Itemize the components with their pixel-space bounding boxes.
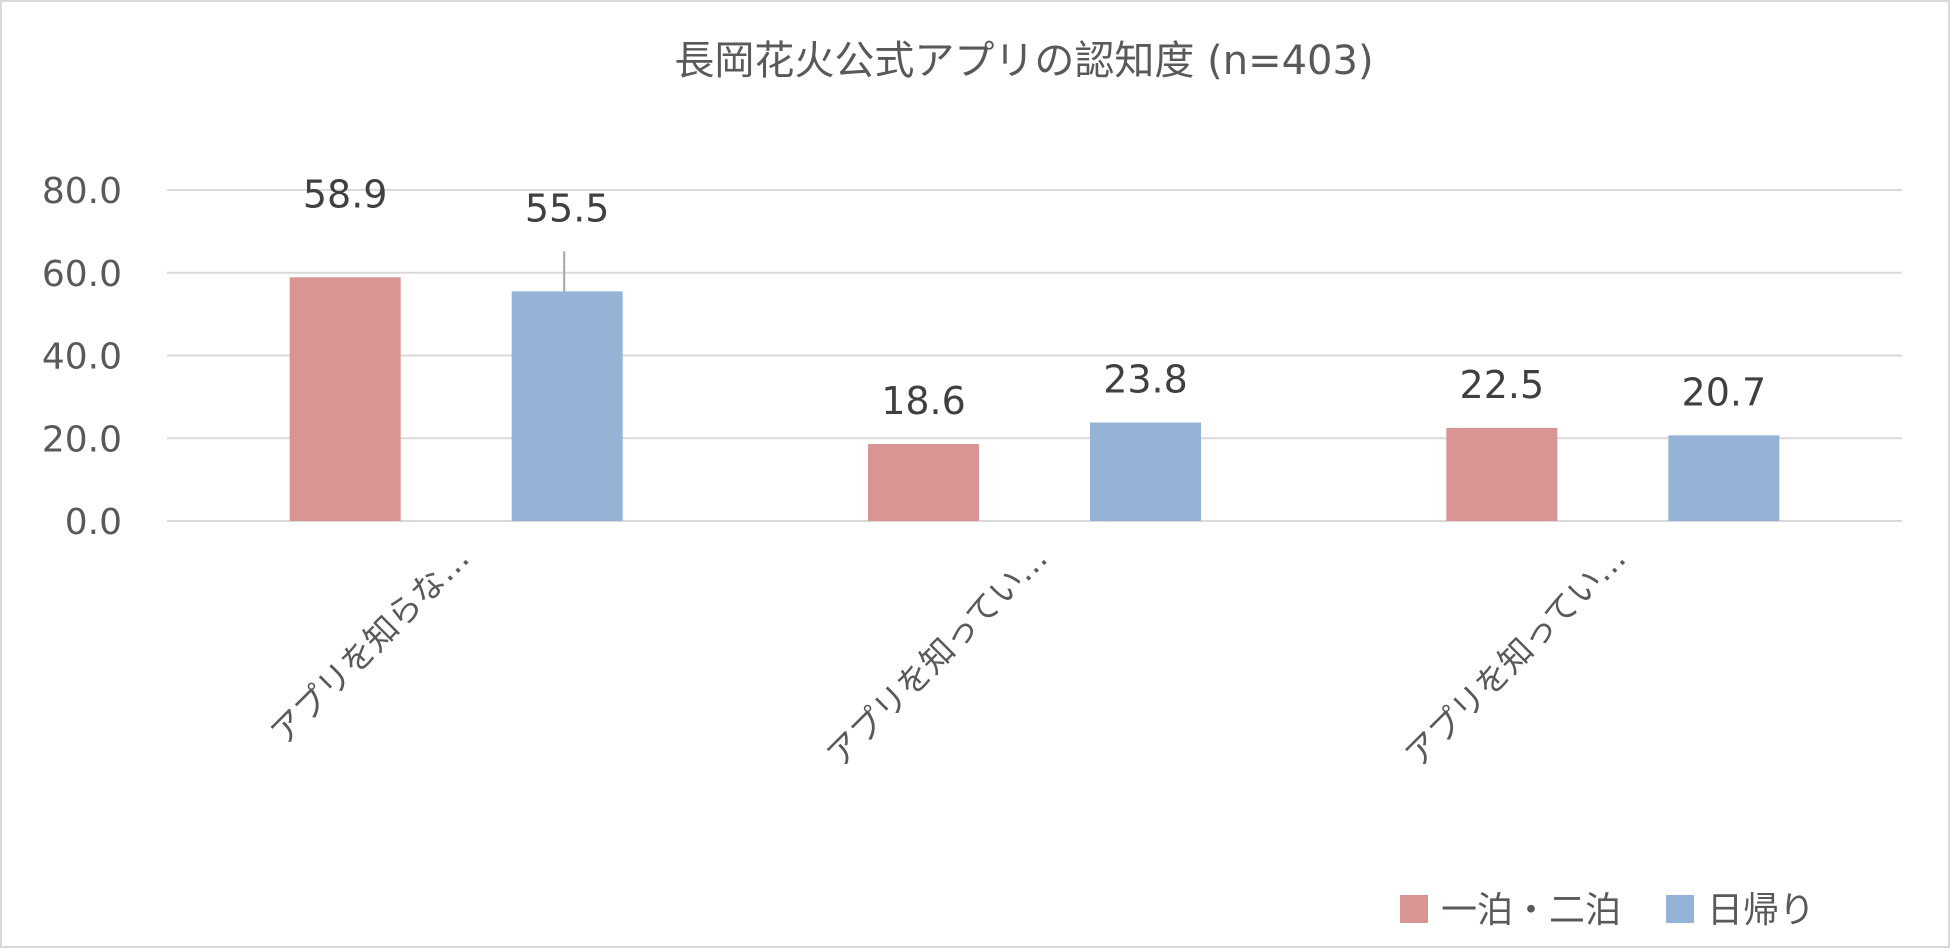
legend-swatch	[1400, 895, 1428, 923]
bar	[289, 277, 401, 521]
label-leader-lines	[563, 251, 566, 292]
bar	[1090, 422, 1201, 521]
bar	[511, 291, 623, 521]
data-label: 20.7	[1682, 370, 1767, 414]
bar	[1668, 435, 1780, 521]
category-label: アプリを知ってい…	[1397, 538, 1633, 774]
data-labels: 58.9 55.5 18.6 23.8 22.5 20.7	[303, 172, 1766, 423]
category-label: アプリを知らな…	[263, 538, 477, 752]
data-label: 18.6	[881, 379, 966, 423]
legend-swatch	[1666, 895, 1695, 923]
chart-title: 長岡花火公式アプリの認知度 (n=403)	[674, 38, 1373, 84]
data-label: 58.9	[303, 172, 388, 216]
bar	[1446, 427, 1558, 521]
gridlines	[167, 189, 1902, 522]
y-tick-label: 0.0	[65, 502, 122, 543]
category-label: アプリを知ってい…	[819, 538, 1055, 774]
y-tick-label: 80.0	[42, 171, 122, 212]
legend: 一泊・二泊 日帰り	[1400, 890, 1815, 931]
legend-label: 一泊・二泊	[1441, 890, 1621, 931]
y-tick-label: 20.0	[42, 419, 122, 460]
x-axis-category-labels: アプリを知らな… アプリを知ってい… アプリを知ってい…	[263, 538, 1634, 774]
bar	[868, 444, 979, 521]
legend-label: 日帰り	[1707, 890, 1815, 931]
y-tick-label: 60.0	[42, 254, 122, 295]
bars	[289, 277, 1780, 521]
data-label: 23.8	[1103, 358, 1188, 402]
data-label: 22.5	[1460, 363, 1545, 407]
y-axis-tick-labels: 0.0 20.0 40.0 60.0 80.0	[42, 171, 122, 543]
data-label: 55.5	[525, 186, 610, 230]
y-tick-label: 40.0	[42, 337, 122, 378]
